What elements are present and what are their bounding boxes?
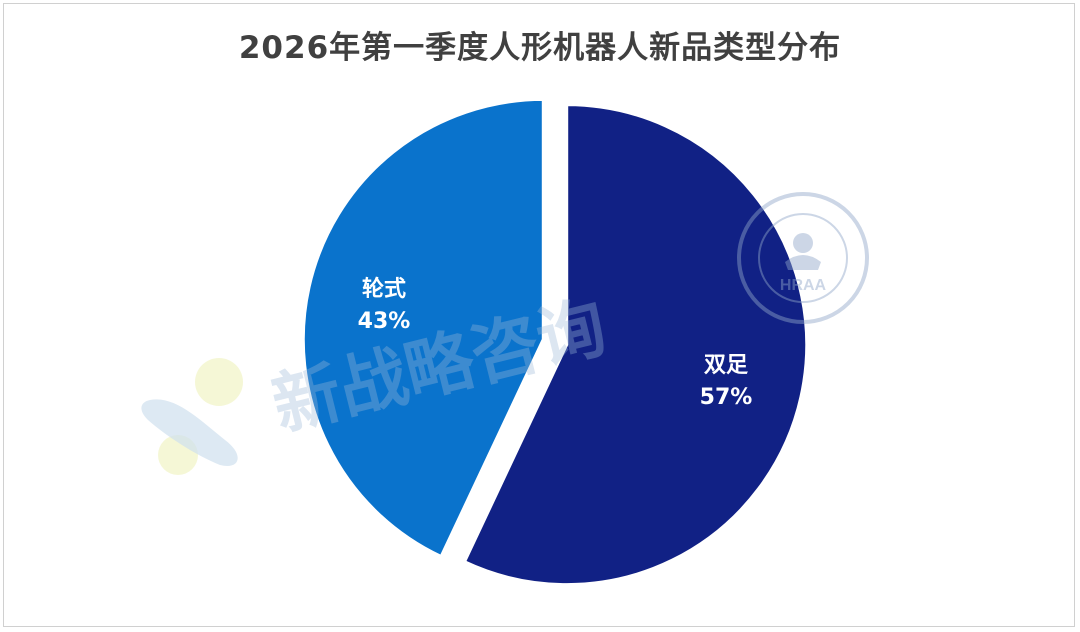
pie-slice-0 <box>462 103 809 587</box>
xinzhanlue-logo-watermark <box>141 358 243 475</box>
hraa-seal-watermark: HRAA <box>737 192 869 324</box>
pie-labels: 双足 57% 轮式 43% <box>358 276 753 410</box>
pie-slice-1 <box>301 97 545 559</box>
chart-title: 2026年第一季度人形机器人新品类型分布 <box>238 30 842 66</box>
slice-label-0: 双足 <box>704 353 748 378</box>
slice-value-label-1: 43% <box>358 309 411 334</box>
svg-text:HRAA: HRAA <box>780 277 827 294</box>
pie-slices <box>301 97 809 587</box>
slice-label-1: 轮式 <box>362 276 406 302</box>
slice-value-label-0: 57% <box>700 385 753 410</box>
